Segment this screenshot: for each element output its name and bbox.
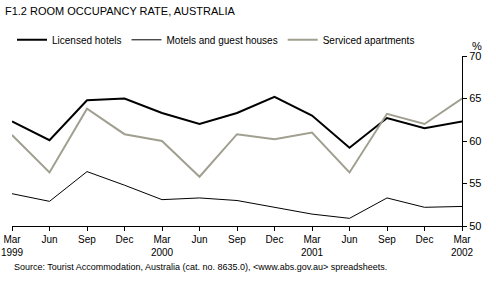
svg-text:Dec: Dec bbox=[416, 234, 434, 245]
svg-text:65: 65 bbox=[469, 92, 481, 104]
svg-text:%: % bbox=[472, 40, 482, 52]
svg-text:Sep: Sep bbox=[78, 234, 96, 245]
svg-text:Dec: Dec bbox=[116, 234, 134, 245]
svg-text:60: 60 bbox=[469, 135, 481, 147]
svg-text:Mar2002: Mar2002 bbox=[451, 234, 474, 258]
svg-text:Serviced apartments: Serviced apartments bbox=[323, 35, 415, 46]
svg-text:Mar2000: Mar2000 bbox=[151, 234, 174, 258]
svg-text:55: 55 bbox=[469, 177, 481, 189]
svg-text:50: 50 bbox=[469, 220, 481, 232]
svg-text:Source: Tourist Accommodation,: Source: Tourist Accommodation, Australia… bbox=[14, 262, 387, 272]
svg-text:Mar1999: Mar1999 bbox=[1, 234, 24, 258]
svg-text:Dec: Dec bbox=[266, 234, 284, 245]
svg-text:Jun: Jun bbox=[341, 234, 357, 245]
svg-text:Jun: Jun bbox=[191, 234, 207, 245]
svg-text:70: 70 bbox=[469, 50, 481, 62]
svg-text:F1.2 ROOM OCCUPANCY RATE, AUST: F1.2 ROOM OCCUPANCY RATE, AUSTRALIA bbox=[5, 5, 235, 17]
svg-text:Sep: Sep bbox=[378, 234, 396, 245]
svg-text:Jun: Jun bbox=[41, 234, 57, 245]
svg-text:Mar2001: Mar2001 bbox=[301, 234, 324, 258]
svg-text:Licensed hotels: Licensed hotels bbox=[52, 35, 122, 46]
svg-text:Motels and guest houses: Motels and guest houses bbox=[167, 35, 278, 46]
svg-text:Sep: Sep bbox=[228, 234, 246, 245]
